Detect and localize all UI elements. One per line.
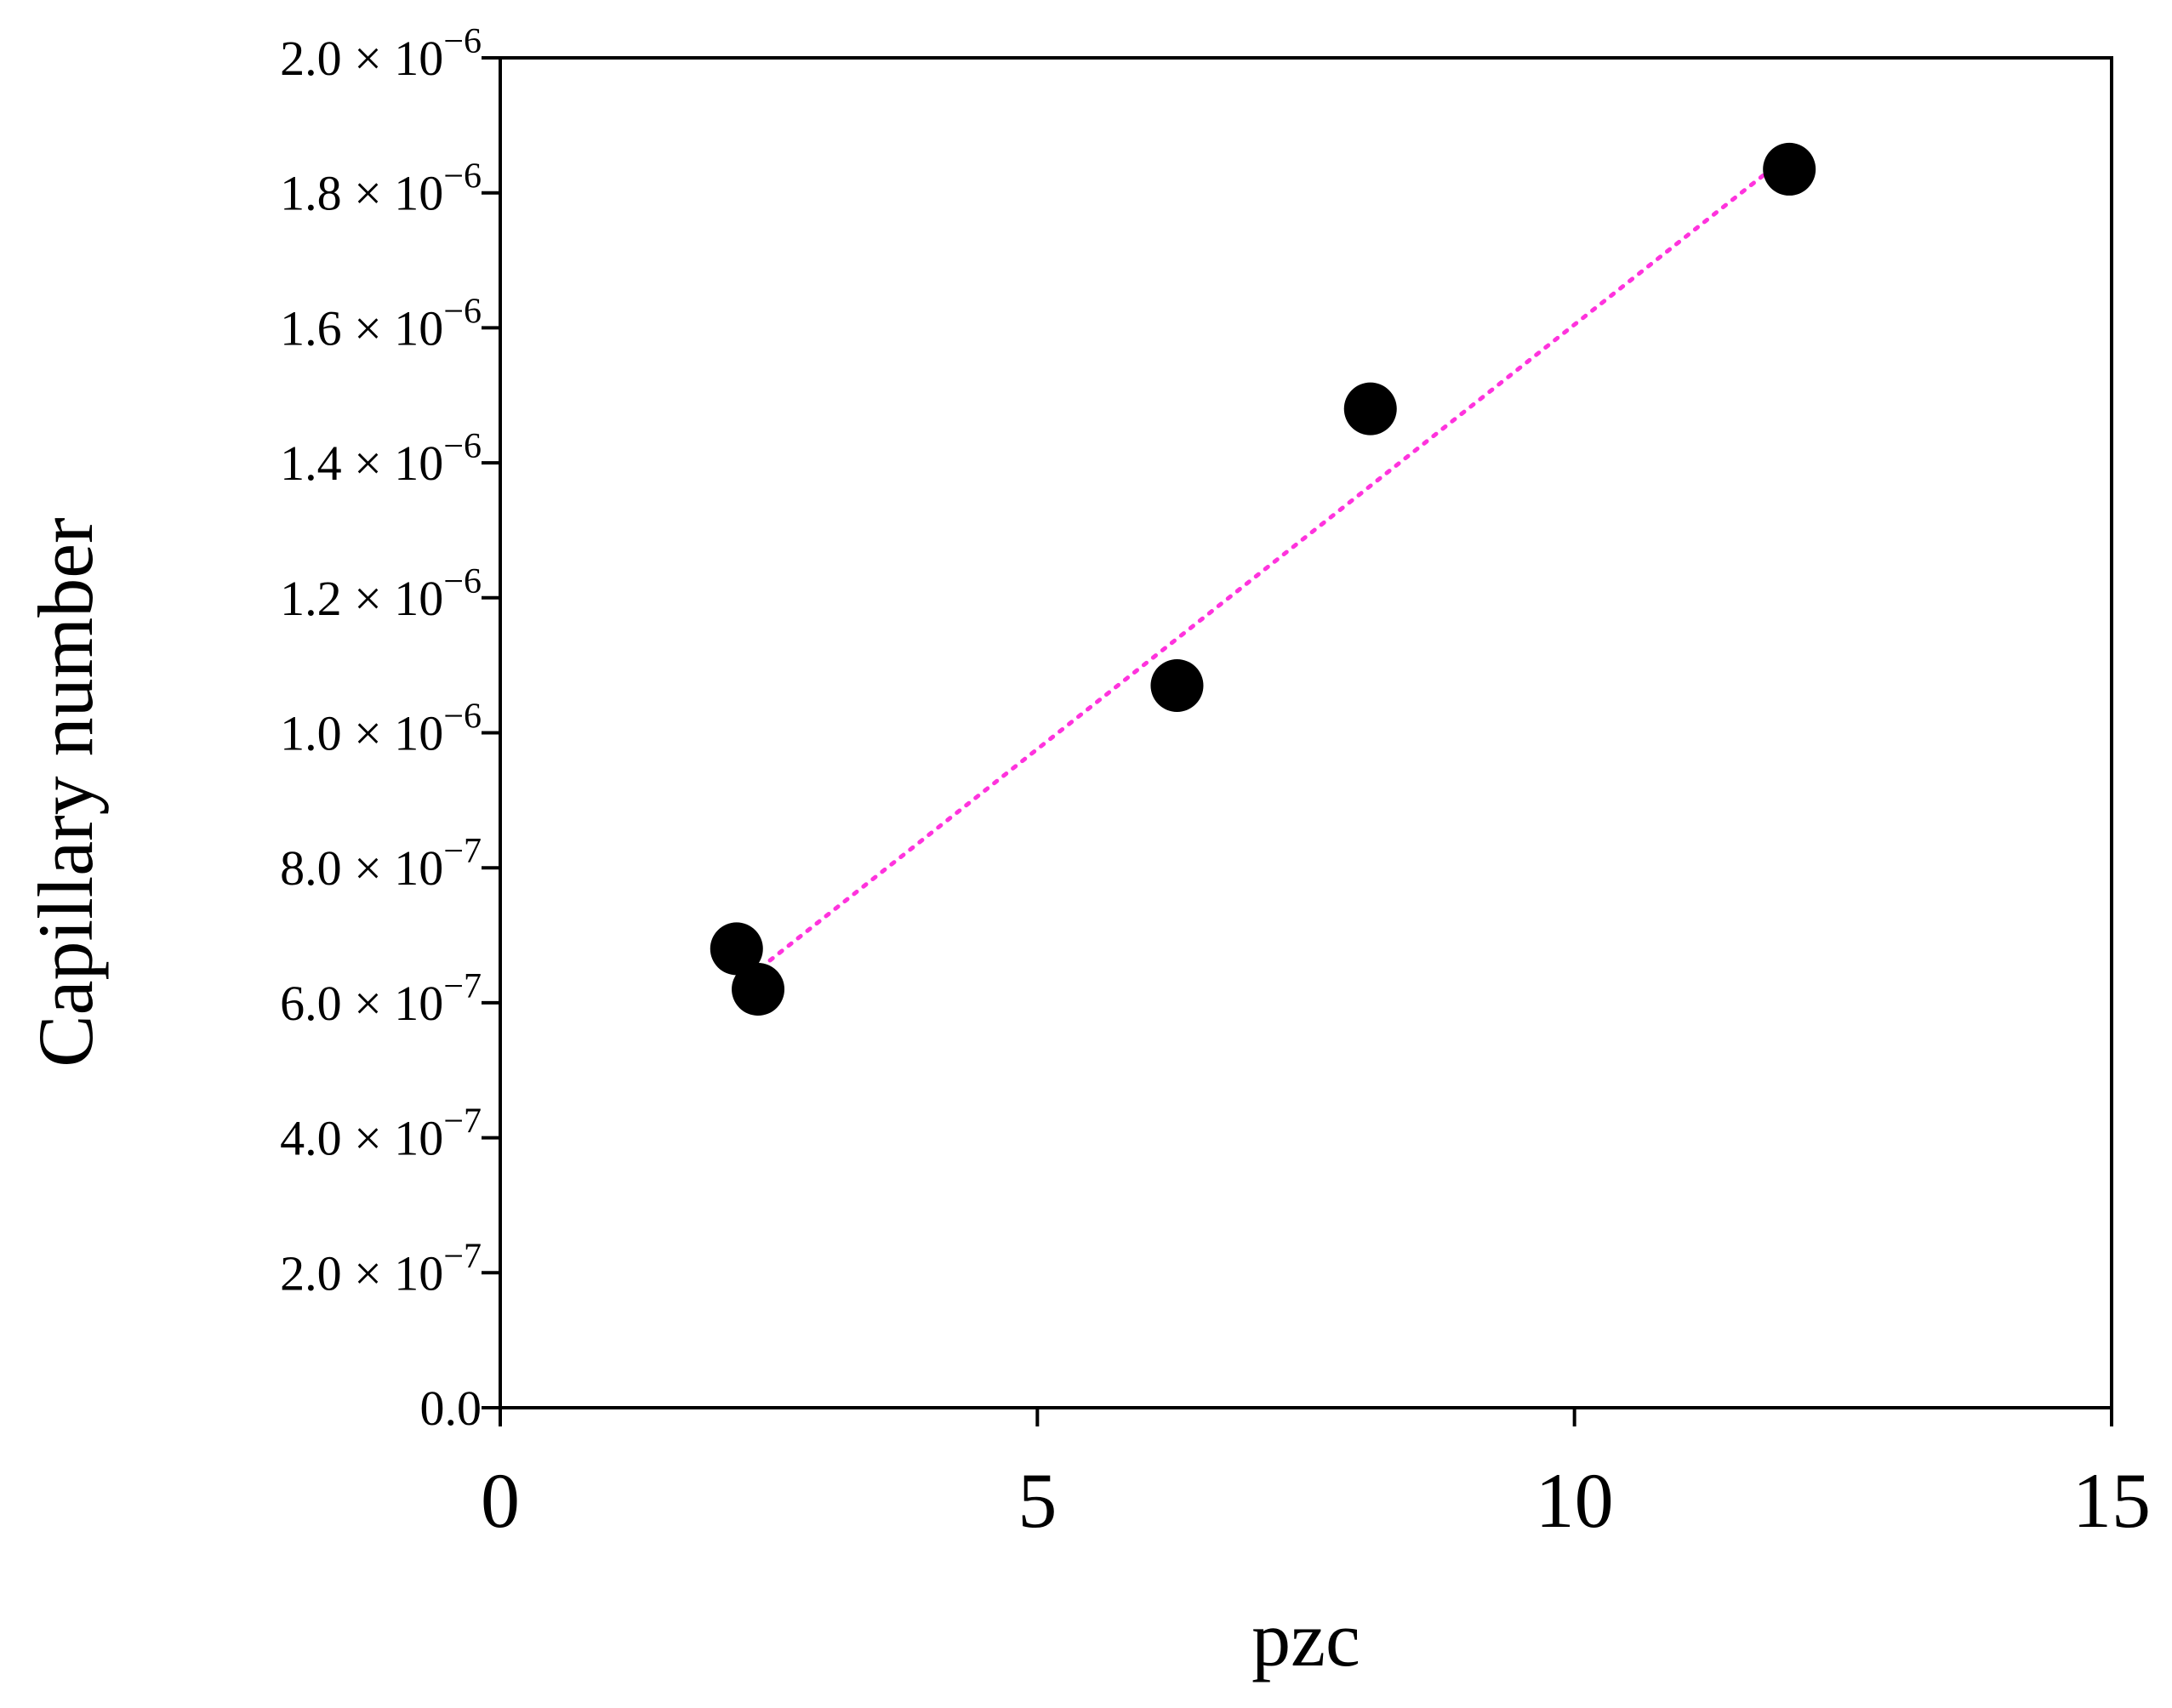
y-tick-label: 2.0 × 10−7 [280,1237,482,1301]
y-tick-label: 6.0 × 10−7 [280,967,482,1031]
plot-frame [499,56,2113,1409]
data-point [732,963,785,1016]
data-point [710,922,763,976]
y-tick-label: 1.6 × 10−6 [280,292,482,356]
y-tick-label: 8.0 × 10−7 [280,832,482,896]
y-axis-ticks: 0.0 2.0 × 10−7 4.0 × 10−7 6.0 × 10−7 8.0 × 1… [280,22,500,1436]
data-point [1763,142,1816,196]
trendline [739,157,1787,985]
data-point [1150,658,1204,712]
x-tick-label: 5 [1018,1457,1057,1544]
x-tick-label: 0 [481,1457,520,1544]
trendline-layer [739,157,1787,985]
y-tick-label: 1.8 × 10−6 [280,157,482,221]
x-tick-label: 10 [1536,1457,1614,1544]
y-tick-label: 1.4 × 10−6 [280,427,482,491]
x-axis-label: pzc [1251,1596,1360,1682]
x-tick-label: 15 [2072,1457,2151,1544]
y-tick-label: 4.0 × 10−7 [280,1102,482,1166]
points-layer [710,142,1816,1016]
y-tick-label: 1.0 × 10−6 [280,697,482,761]
y-axis-label: Capillary number [22,517,109,1067]
x-axis-ticks: 0 5 10 15 [481,1408,2151,1544]
y-tick-label: 2.0 × 10−6 [280,22,482,86]
y-tick-label: 0.0 [420,1381,482,1436]
y-tick-label: 1.2 × 10−6 [280,562,482,626]
data-point [1343,382,1397,436]
